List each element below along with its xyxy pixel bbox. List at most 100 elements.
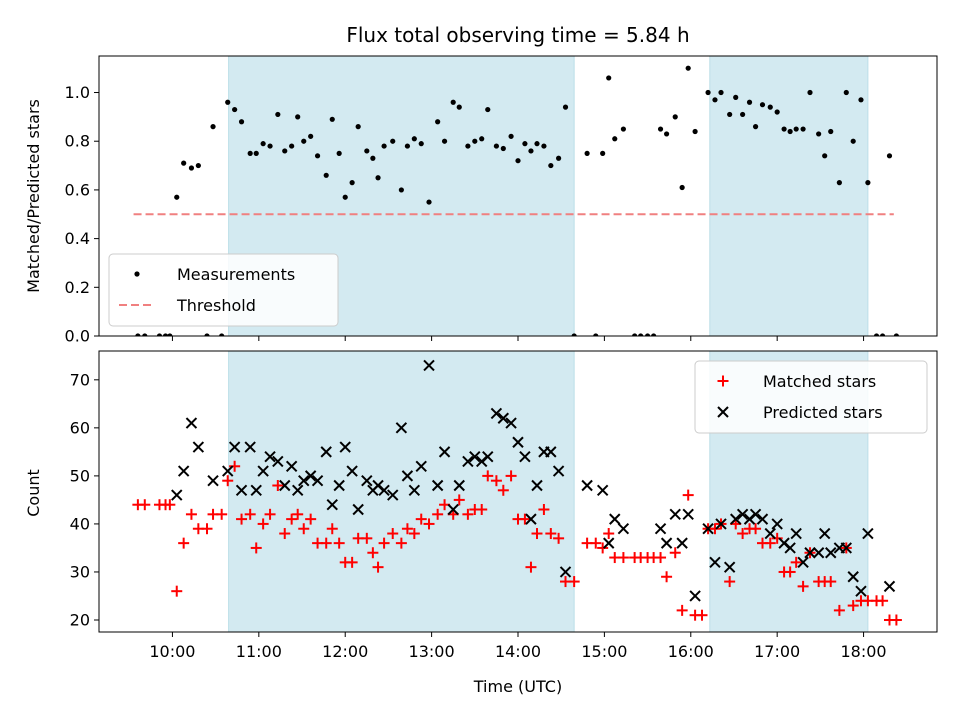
legend-count: Matched stars Predicted stars [694, 360, 928, 434]
x-tick-label: 15:00 [581, 642, 627, 661]
data-point [238, 119, 245, 125]
data-point [617, 552, 629, 564]
data-point [737, 528, 749, 540]
data-point [689, 590, 701, 602]
data-point [349, 180, 355, 186]
data-point [534, 141, 540, 147]
data-point [411, 136, 417, 142]
x-tick-label: 14:00 [495, 642, 541, 661]
data-point [733, 94, 739, 100]
data-point [387, 528, 399, 540]
data-point [847, 571, 859, 583]
y-tick-label: 1.0 [65, 83, 90, 102]
data-point [669, 547, 681, 559]
data-point [661, 571, 673, 583]
data-point [195, 162, 201, 169]
data-point [709, 556, 721, 569]
data-point [879, 333, 886, 336]
data-point [479, 136, 485, 142]
data-point [756, 513, 769, 525]
y-axis-label-top: Matched/Predicted stars [24, 99, 43, 293]
x-tick-label: 16:00 [668, 642, 714, 661]
data-point [339, 441, 351, 453]
data-point [679, 184, 685, 191]
x-axis-label: Time (UTC) [473, 677, 562, 696]
data-point [229, 460, 241, 472]
data-point [476, 504, 488, 516]
data-point [247, 150, 253, 156]
data-point [545, 528, 557, 540]
data-point [490, 407, 503, 420]
chart-title: Flux total observing time = 5.84 h [346, 23, 689, 47]
data-point [292, 508, 304, 520]
data-point [291, 484, 304, 497]
data-point [685, 65, 691, 71]
data-point [352, 503, 364, 516]
data-point [793, 126, 799, 132]
data-point [764, 537, 776, 549]
data-point [505, 417, 517, 429]
data-point [244, 508, 256, 520]
data-point [596, 484, 609, 497]
data-point [712, 97, 718, 103]
data-point [272, 479, 284, 491]
data-point [462, 455, 474, 468]
data-point [267, 143, 273, 149]
data-point [272, 455, 284, 468]
data-point [289, 143, 295, 149]
data-point [171, 585, 183, 597]
data-point [326, 523, 338, 535]
data-point [453, 494, 465, 506]
data-point [177, 465, 190, 477]
data-point [723, 561, 736, 573]
data-point [404, 143, 411, 149]
data-point [298, 523, 310, 535]
data-point [620, 126, 626, 132]
data-point [232, 106, 238, 113]
data-point [415, 460, 427, 472]
shaded-region-2 [709, 56, 869, 336]
data-point [135, 333, 141, 336]
legend-box [108, 253, 339, 327]
legend-label: Matched stars [763, 372, 876, 391]
data-point [804, 547, 816, 559]
data-point [323, 172, 329, 178]
data-point [784, 566, 796, 578]
data-point [390, 138, 396, 144]
data-point [372, 561, 384, 573]
data-point [781, 126, 787, 132]
data-point [525, 561, 537, 573]
data-point [462, 508, 474, 520]
data-point [767, 104, 773, 110]
data-point [326, 499, 338, 511]
data-point [562, 104, 569, 110]
data-point [893, 333, 899, 336]
data-point [833, 604, 845, 616]
data-point [497, 484, 509, 496]
data-point [644, 333, 651, 336]
data-point [314, 153, 321, 159]
data-point [883, 580, 896, 593]
y-tick-label: 40 [70, 514, 90, 533]
data-point [423, 518, 435, 530]
legend-label: Measurements [177, 265, 295, 284]
data-point [705, 89, 711, 96]
data-point [657, 126, 664, 132]
x-tick-label: 13:00 [409, 642, 455, 661]
data-point [453, 479, 465, 492]
data-point [655, 552, 667, 564]
data-point [250, 542, 262, 554]
shaded-region-1 [228, 351, 575, 632]
data-point [764, 527, 776, 540]
data-point [139, 499, 151, 511]
data-point [235, 484, 248, 497]
data-point [207, 474, 219, 487]
data-point [822, 153, 828, 159]
data-point [600, 150, 606, 156]
data-point [401, 470, 414, 482]
data-point [865, 180, 871, 186]
data-point [609, 513, 621, 525]
data-point [790, 527, 802, 540]
data-point [718, 89, 724, 96]
data-point [282, 148, 288, 154]
